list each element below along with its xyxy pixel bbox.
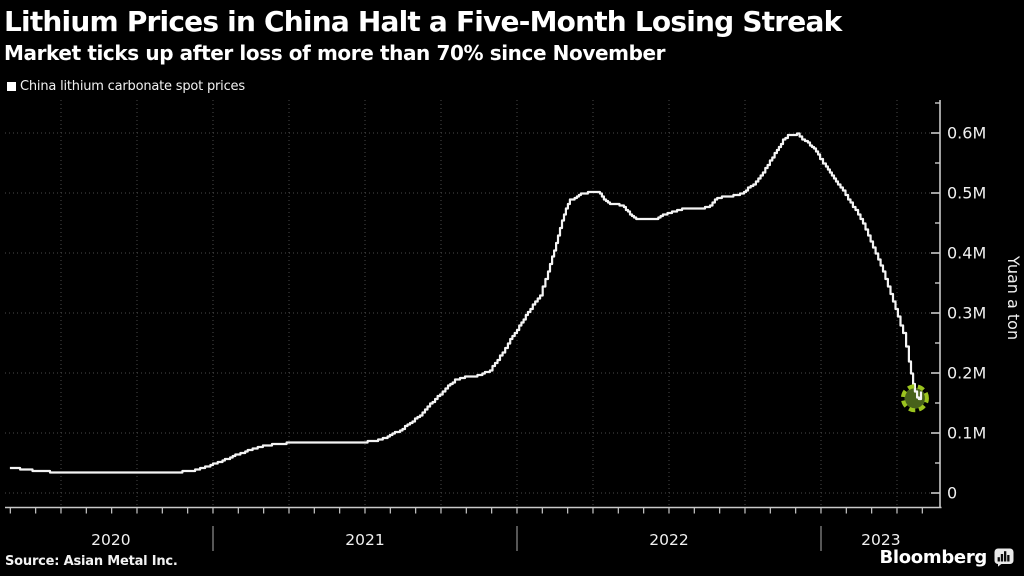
y-tick-label: 0.5M [947,184,986,203]
y-tick-label: 0.2M [947,364,986,383]
legend-label: China lithium carbonate spot prices [20,79,245,94]
y-tick-label: 0.4M [947,244,986,263]
y-tick-label: 0.6M [947,124,986,143]
x-year-label: 2022 [649,531,688,549]
brand-logo: Bloomberg [879,547,1014,568]
source-label: Source: Asian Metal Inc. [5,554,178,569]
x-year-label: 2023 [861,531,900,549]
soundbars-icon [994,548,1014,567]
y-axis-title: Yuan a ton [1004,255,1023,340]
price-line [9,132,923,474]
end-marker-ring [900,384,929,413]
x-year-label: 2020 [91,531,130,549]
y-tick-label: 0.3M [947,304,986,323]
y-tick-label: 0.1M [947,424,986,443]
x-year-label: 2021 [345,531,384,549]
legend: China lithium carbonate spot prices [7,79,245,94]
y-tick-label: 0 [947,484,957,503]
chart-subtitle: Market ticks up after loss of more than … [4,41,666,65]
chart-title: Lithium Prices in China Halt a Five-Mont… [4,5,842,38]
white-square-icon [7,82,16,91]
brand-text: Bloomberg [879,547,987,568]
